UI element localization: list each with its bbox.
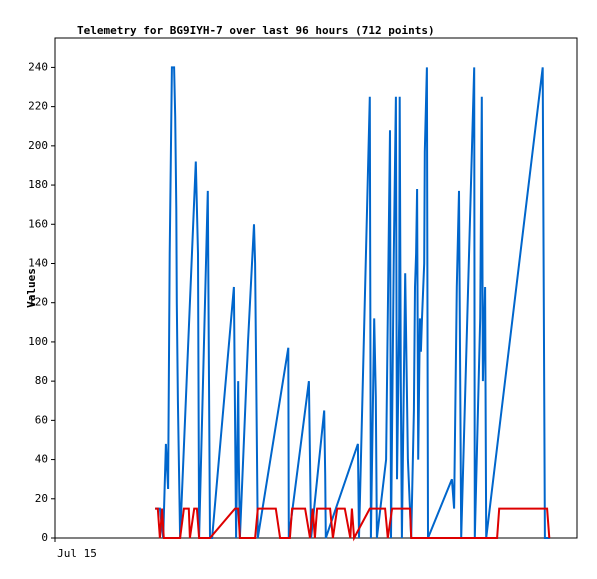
y-tick-label: 120	[28, 296, 48, 309]
y-tick-label: 180	[28, 178, 48, 191]
series-line	[155, 507, 551, 542]
x-tick-label: Jul 15	[57, 547, 97, 560]
y-tick-label: 60	[35, 413, 48, 426]
y-tick-label: 100	[28, 335, 48, 348]
series-line	[155, 66, 550, 539]
y-tick-label: 240	[28, 60, 48, 73]
y-tick-label: 200	[28, 139, 48, 152]
y-tick-label: 20	[35, 492, 48, 505]
chart-title: Telemetry for BG9IYH-7 over last 96 hour…	[77, 24, 435, 37]
y-tick-label: 0	[41, 531, 48, 544]
y-tick-label: 80	[35, 374, 48, 387]
y-tick-label: 40	[35, 453, 48, 466]
y-axis-label: Values	[25, 268, 38, 308]
y-tick-label: 220	[28, 100, 48, 113]
y-tick-label: 160	[28, 217, 48, 230]
y-tick-label: 140	[28, 256, 48, 269]
plot-frame	[54, 37, 578, 539]
